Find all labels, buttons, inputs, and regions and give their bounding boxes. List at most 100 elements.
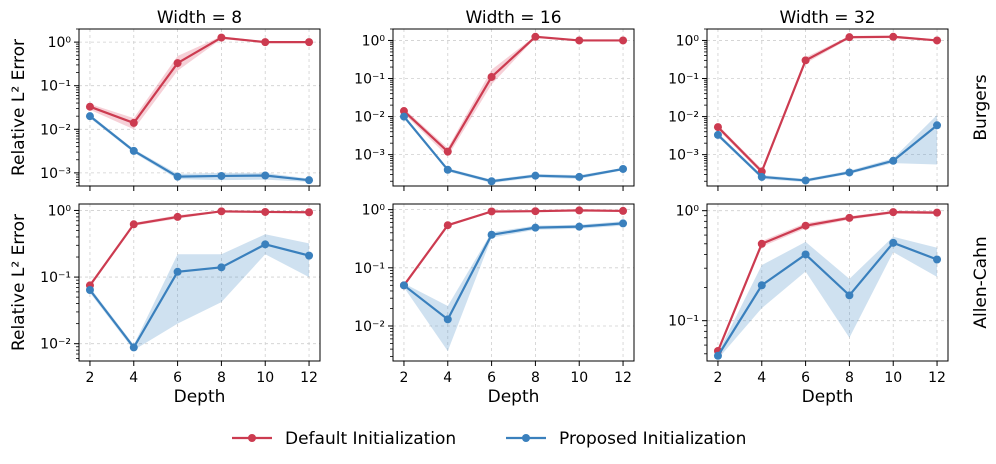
y-tick-label: 10⁻¹ bbox=[40, 270, 71, 286]
x-tick-label: 4 bbox=[443, 370, 452, 386]
y-tick-label: 10⁰ bbox=[676, 204, 700, 220]
y-tick-label: 10⁰ bbox=[362, 33, 386, 49]
data-point-proposed bbox=[443, 165, 452, 174]
series-line-default bbox=[89, 36, 310, 125]
legend-marker-default bbox=[248, 434, 256, 442]
y-tick-label: 10⁻² bbox=[40, 337, 71, 353]
panel-title: Width = 16 bbox=[465, 8, 561, 28]
data-point-proposed bbox=[575, 172, 584, 181]
x-tick-label: 4 bbox=[129, 370, 138, 386]
plot-area bbox=[85, 33, 314, 185]
x-tick-label: 2 bbox=[399, 370, 408, 386]
series-line-default bbox=[89, 210, 310, 287]
confidence-band-proposed bbox=[717, 236, 938, 359]
x-tick-label: 6 bbox=[487, 370, 496, 386]
data-point-proposed bbox=[261, 171, 270, 180]
y-tick-label: 10⁰ bbox=[362, 203, 386, 219]
panel-allen-cahn-2: 10⁻² 10⁻¹ 10⁰ 2 4 6 8 10 12 Depth bbox=[354, 203, 635, 407]
data-point-proposed bbox=[889, 238, 898, 247]
data-point-proposed bbox=[399, 281, 408, 290]
panel-burgers-2: 10⁻³ 10⁻² 10⁻¹ 10⁰ Width = 16 bbox=[354, 8, 635, 191]
panel-allen-cahn-1: 10⁻² 10⁻¹ 10⁰ 2 4 6 8 10 12 Depth Relative L² Erro… bbox=[9, 203, 321, 407]
data-point-proposed bbox=[173, 267, 182, 276]
y-axis-label: Relative L² Error bbox=[9, 39, 29, 176]
x-tick-label: 8 bbox=[531, 370, 540, 386]
confidence-band-default bbox=[403, 209, 624, 287]
panel-allen-cahn-3: 10⁻¹ 10⁰ 2 4 6 8 10 12 Depth bbox=[668, 203, 949, 407]
confidence-band-proposed bbox=[403, 115, 624, 183]
x-tick-label: 12 bbox=[614, 370, 632, 386]
data-point-proposed bbox=[487, 230, 496, 239]
axes-frame bbox=[78, 203, 321, 362]
data-point-default bbox=[531, 32, 540, 41]
data-point-default bbox=[443, 147, 452, 156]
confidence-band-proposed bbox=[89, 234, 310, 351]
legend: Default Initialization Proposed Initializ… bbox=[232, 429, 746, 449]
data-point-proposed bbox=[305, 176, 314, 185]
data-point-default bbox=[933, 36, 942, 45]
plot-area bbox=[713, 32, 942, 185]
y-axis-label: Relative L² Error bbox=[9, 214, 29, 351]
axes-frame bbox=[78, 28, 321, 187]
data-point-proposed bbox=[801, 176, 810, 185]
x-tick-label: 10 bbox=[884, 370, 902, 386]
data-point-default bbox=[487, 207, 496, 216]
series-line-default bbox=[716, 211, 938, 352]
data-point-proposed bbox=[619, 164, 628, 173]
data-point-default bbox=[305, 208, 314, 217]
y-tick-label: 10⁻³ bbox=[668, 148, 699, 164]
data-point-default bbox=[487, 72, 496, 81]
series-line-proposed bbox=[403, 115, 624, 183]
y-tick-label: 10⁻² bbox=[668, 110, 699, 126]
confidence-band-proposed bbox=[717, 115, 938, 183]
plot-area bbox=[399, 206, 628, 352]
confidence-band-proposed bbox=[403, 221, 624, 352]
y-tick-label: 10⁻³ bbox=[40, 166, 71, 182]
x-tick-label: 4 bbox=[757, 370, 766, 386]
panel-burgers-3: 10⁻³ 10⁻² 10⁻¹ 10⁰ Width = 32 bbox=[668, 8, 949, 191]
y-tick-label: 10⁻¹ bbox=[354, 261, 385, 277]
data-point-default bbox=[713, 123, 722, 132]
series-line-default bbox=[403, 35, 624, 154]
x-tick-label: 12 bbox=[300, 370, 318, 386]
y-tick-label: 10⁻¹ bbox=[40, 79, 71, 95]
data-point-default bbox=[575, 206, 584, 215]
data-point-default bbox=[845, 33, 854, 42]
panel-burgers-1: 10⁻³ 10⁻² 10⁻¹ 10⁰ Width = 8 Relative L² Erro… bbox=[9, 8, 321, 191]
confidence-band-proposed bbox=[89, 114, 310, 182]
data-point-default bbox=[129, 118, 138, 127]
data-point-default bbox=[261, 207, 270, 216]
data-point-default bbox=[129, 220, 138, 229]
data-point-proposed bbox=[261, 240, 270, 249]
data-point-default bbox=[889, 32, 898, 41]
data-point-default bbox=[801, 221, 810, 230]
data-point-proposed bbox=[399, 112, 408, 121]
data-point-default bbox=[85, 102, 94, 111]
data-point-proposed bbox=[85, 285, 94, 294]
data-point-default bbox=[801, 56, 810, 65]
axes-frame bbox=[392, 28, 635, 187]
data-point-proposed bbox=[85, 112, 94, 121]
y-tick-label: 10⁻¹ bbox=[354, 72, 385, 88]
x-tick-label: 2 bbox=[85, 370, 94, 386]
data-point-proposed bbox=[443, 315, 452, 324]
series-line-proposed bbox=[89, 243, 310, 350]
series-line-proposed bbox=[403, 222, 624, 322]
plot-area bbox=[399, 32, 628, 186]
data-point-default bbox=[575, 36, 584, 45]
data-point-default bbox=[217, 207, 226, 216]
y-tick-label: 10⁻² bbox=[354, 319, 385, 335]
data-point-default bbox=[757, 239, 766, 248]
x-axis-label: Depth bbox=[802, 387, 854, 407]
data-point-proposed bbox=[757, 172, 766, 181]
axes-frame bbox=[392, 203, 635, 362]
y-tick-label: 10⁰ bbox=[676, 33, 700, 49]
panel-title: Width = 8 bbox=[157, 8, 242, 28]
legend-label-default: Default Initialization bbox=[285, 429, 456, 449]
data-point-default bbox=[305, 38, 314, 47]
data-point-proposed bbox=[933, 255, 942, 264]
data-point-default bbox=[443, 221, 452, 230]
confidence-band-default bbox=[403, 35, 624, 157]
row-label-allen-cahn: Allen-Cahn bbox=[971, 236, 991, 328]
